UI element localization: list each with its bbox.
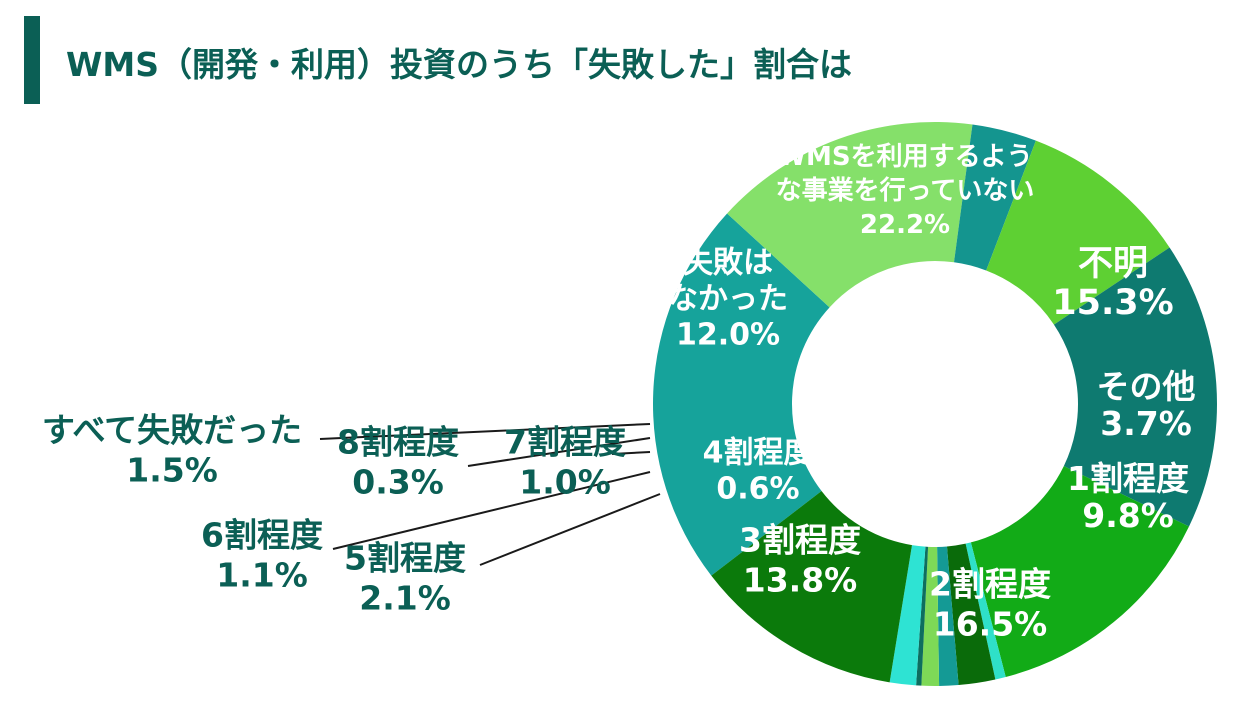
slice-3-value: 3.7% (1100, 404, 1192, 443)
slice-11-leader-line (467, 437, 651, 467)
slice-12-label: すべて失敗だった (42, 411, 302, 450)
slice-1-wedge (653, 213, 830, 576)
slice-5-label: 2割程度 (929, 565, 1051, 604)
slice-9-wedge (937, 546, 959, 686)
slice-10-label: 7割程度 (504, 423, 626, 462)
slice-11-label: 8割程度 (337, 423, 459, 462)
slice-10-wedge (921, 546, 940, 686)
slice-11-wedge (916, 546, 929, 686)
slice-1-value: 22.2% (860, 210, 950, 240)
slice-3-wedge (953, 124, 1036, 271)
slice-10-value: 1.0% (519, 463, 611, 502)
slice-12-leader-line (319, 423, 651, 440)
slice-4-wedge (986, 140, 1170, 325)
page-title: WMS（開発・利用）投資のうち「失敗した」割合は (66, 45, 853, 84)
slice-2-label: 不明 (1078, 244, 1148, 284)
slice-12-wedge (889, 545, 926, 686)
slice-5-value: 16.5% (933, 605, 1048, 644)
slice-8-leader-line (479, 493, 661, 566)
slice-2-wedge (727, 122, 973, 308)
slice-13-label: 失敗は (683, 246, 773, 281)
slice-1-label: な事業を行っていない (776, 175, 1035, 206)
slice-9-leader-line (332, 471, 651, 550)
slice-6-value: 13.8% (743, 561, 858, 600)
slice-3-label: その他 (1097, 367, 1196, 406)
slice-12-value: 1.5% (126, 451, 218, 490)
slice-6-label: 3割程度 (739, 521, 861, 560)
slice-9-label: 6割程度 (201, 516, 323, 555)
title-accent-bar (24, 16, 40, 104)
slice-11-value: 0.3% (352, 463, 444, 502)
slice-13-value: 12.0% (676, 318, 780, 353)
slice-6-wedge (970, 466, 1190, 677)
slice-9-value: 1.1% (216, 556, 308, 595)
slice-8-wedge (946, 543, 996, 686)
slice-10-leader-line (611, 451, 651, 455)
slice-7-value: 0.6% (716, 472, 799, 507)
slice-13-label: なかった (668, 282, 788, 317)
slice-4-label: 1割程度 (1067, 459, 1189, 498)
slice-8-value: 2.1% (359, 579, 451, 618)
slice-1-label: WMSを利用するよう (777, 142, 1032, 172)
slice-8-label: 5割程度 (344, 539, 466, 578)
slice-2-value: 15.3% (1052, 283, 1173, 323)
slice-5-wedge (1053, 247, 1217, 527)
slice-7-wedge (965, 542, 1006, 680)
slice-7-label: 4割程度 (703, 436, 814, 471)
slice-4-value: 9.8% (1082, 496, 1174, 535)
slice-13-wedge (711, 491, 912, 683)
